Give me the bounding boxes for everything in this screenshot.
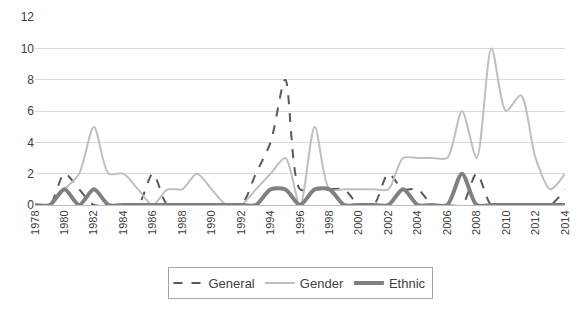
svg-text:General: General bbox=[209, 276, 255, 291]
svg-text:2014: 2014 bbox=[559, 210, 571, 234]
svg-text:1992: 1992 bbox=[235, 210, 247, 234]
svg-text:1984: 1984 bbox=[117, 210, 129, 234]
svg-text:2000: 2000 bbox=[352, 210, 364, 234]
svg-text:1998: 1998 bbox=[323, 210, 335, 234]
svg-text:2008: 2008 bbox=[470, 210, 482, 234]
svg-text:1994: 1994 bbox=[264, 210, 276, 234]
svg-text:12: 12 bbox=[21, 10, 35, 24]
svg-text:2012: 2012 bbox=[529, 210, 541, 234]
svg-text:1986: 1986 bbox=[146, 210, 158, 234]
svg-text:1980: 1980 bbox=[58, 210, 70, 234]
svg-text:Gender: Gender bbox=[300, 276, 344, 291]
svg-text:2002: 2002 bbox=[382, 210, 394, 234]
svg-text:1988: 1988 bbox=[176, 210, 188, 234]
svg-text:4: 4 bbox=[27, 136, 34, 150]
svg-text:Ethnic: Ethnic bbox=[389, 276, 426, 291]
svg-text:1996: 1996 bbox=[294, 210, 306, 234]
svg-text:2: 2 bbox=[27, 167, 34, 181]
svg-text:1978: 1978 bbox=[29, 210, 41, 234]
svg-text:10: 10 bbox=[21, 42, 35, 56]
svg-text:1982: 1982 bbox=[87, 210, 99, 234]
svg-text:1990: 1990 bbox=[205, 210, 217, 234]
svg-text:2006: 2006 bbox=[441, 210, 453, 234]
svg-text:6: 6 bbox=[27, 104, 34, 118]
svg-text:8: 8 bbox=[27, 73, 34, 87]
svg-text:0: 0 bbox=[27, 198, 34, 212]
svg-text:2004: 2004 bbox=[411, 210, 423, 234]
svg-text:2010: 2010 bbox=[500, 210, 512, 234]
